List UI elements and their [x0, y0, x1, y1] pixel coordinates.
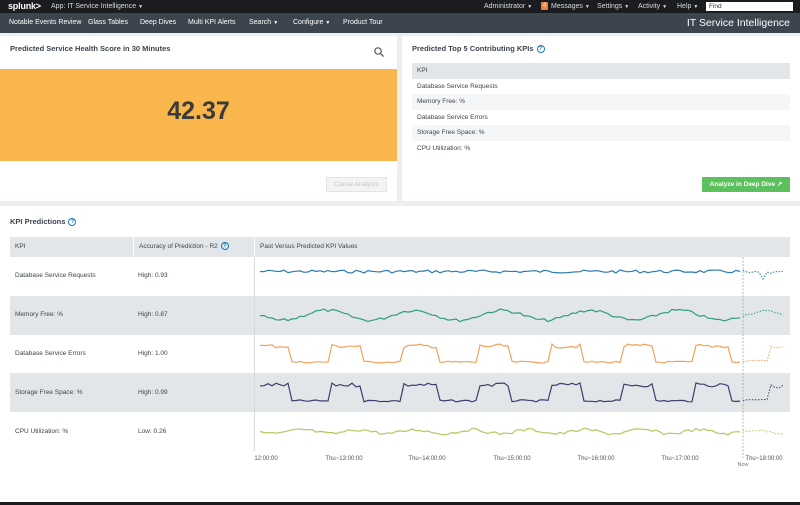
analyze-deep-dive-label: Analyze in Deep Dive: [709, 181, 776, 188]
help-menu-label: Help: [677, 3, 692, 10]
chevron-down-icon: ▼: [138, 4, 144, 10]
accuracy-cell: High: 0.87: [138, 311, 168, 318]
nav-configure-menu[interactable]: Configure ▼: [293, 19, 330, 26]
app-title: IT Service Intelligence: [686, 17, 790, 29]
x-axis-tick: 12:00:00: [254, 456, 278, 462]
past-values-line: [259, 269, 741, 274]
predicted-values-line: [742, 269, 784, 281]
accuracy-cell: High: 0.99: [138, 389, 168, 396]
kpi-predictions-title: KPI Predictions?: [10, 217, 77, 227]
help-icon[interactable]: ?: [536, 45, 545, 54]
admin-menu[interactable]: Administrator ▼: [484, 3, 532, 10]
predicted-values-line: [742, 345, 784, 363]
nav-multi-kpi-alerts[interactable]: Multi KPI Alerts: [188, 19, 236, 26]
help-icon[interactable]: ?: [68, 218, 77, 227]
top-kpis-header: KPI: [412, 63, 790, 79]
top-kpi-item: Database Service Requests: [417, 82, 498, 90]
column-header-accuracy-label: Accuracy of Prediction - R2: [139, 243, 218, 250]
kpi-name-cell: Database Service Requests: [15, 272, 96, 279]
predicted-values-line: [742, 384, 784, 401]
nav-search-label: Search: [249, 19, 272, 26]
accuracy-cell: High: 0.93: [138, 272, 168, 279]
column-divider: [254, 257, 255, 451]
health-score-panel: Predicted Service Health Score in 30 Min…: [0, 36, 397, 201]
external-link-icon: ↗: [776, 181, 783, 188]
app-menu-label: App: IT Service Intelligence: [51, 3, 137, 10]
chevron-down-icon: ▼: [325, 20, 331, 26]
top-kpi-item: CPU Utilization: %: [417, 144, 471, 152]
admin-menu-label: Administrator: [484, 3, 526, 10]
column-header-past-vs-predicted: Past Versus Predicted KPI Values: [254, 237, 790, 257]
table-row: [10, 295, 790, 335]
activity-menu-label: Activity: [638, 3, 661, 10]
top-kpis-title: Predicted Top 5 Contributing KPIs?: [412, 44, 545, 54]
column-header-accuracy: Accuracy of Prediction - R2?: [133, 237, 254, 257]
nav-configure-label: Configure: [293, 19, 324, 26]
help-icon[interactable]: ?: [220, 242, 229, 251]
app-menu[interactable]: App: IT Service Intelligence ▼: [51, 3, 143, 10]
cause-analysis-button[interactable]: Cause Analysis: [326, 177, 387, 192]
top-kpis-title-text: Predicted Top 5 Contributing KPIs: [412, 44, 534, 53]
chevron-down-icon: ▼: [527, 4, 533, 10]
x-axis-tick: Thu~17:00:00: [661, 456, 699, 462]
nav-search-menu[interactable]: Search ▼: [249, 19, 278, 26]
help-menu[interactable]: Help ▼: [677, 3, 698, 10]
column-header-kpi: KPI: [10, 237, 133, 257]
past-values-line: [259, 343, 741, 364]
predicted-values-line: [742, 309, 784, 318]
top-bar: splunk> App: IT Service Intelligence ▼ Ad…: [0, 0, 800, 13]
top-kpi-item: Database Service Errors: [417, 113, 488, 121]
table-row: [10, 257, 790, 296]
find-input[interactable]: Find: [706, 2, 793, 11]
past-values-line: [259, 308, 741, 323]
kpi-name-cell: Storage Free Space: %: [15, 389, 83, 396]
sparkline-chart: [259, 257, 784, 458]
messages-menu-label: Messages: [551, 3, 583, 10]
chevron-down-icon: ▼: [624, 4, 630, 10]
past-values-line: [259, 427, 741, 436]
search-icon[interactable]: [373, 46, 385, 58]
table-row: [10, 334, 790, 374]
chevron-down-icon: ▼: [584, 4, 590, 10]
health-score-tile: 42.37: [0, 69, 397, 161]
analyze-deep-dive-button[interactable]: Analyze in Deep Dive ↗: [702, 177, 790, 192]
accuracy-cell: Low: 0.26: [138, 428, 167, 435]
nav-notable-events-review[interactable]: Notable Events Review: [9, 19, 82, 26]
predicted-values-line: [742, 429, 784, 435]
nav-glass-tables[interactable]: Glass Tables: [88, 19, 128, 26]
chevron-down-icon: ▼: [662, 4, 668, 10]
top-kpis-panel: Predicted Top 5 Contributing KPIs? KPI D…: [402, 36, 800, 201]
x-axis-tick: Thu~15:00:00: [493, 456, 531, 462]
table-row: [10, 373, 790, 413]
messages-count-badge: 4: [541, 2, 548, 10]
settings-menu[interactable]: Settings ▼: [597, 3, 629, 10]
splunk-logo[interactable]: splunk>: [8, 1, 41, 11]
health-score-value: 42.37: [167, 97, 230, 125]
x-axis-tick: Thu~16:00:00: [577, 456, 615, 462]
kpi-predictions-panel: KPI Predictions? KPI Accuracy of Predict…: [0, 206, 800, 505]
kpi-predictions-title-text: KPI Predictions: [10, 217, 66, 226]
chevron-down-icon: ▼: [273, 20, 279, 26]
activity-menu[interactable]: Activity ▼: [638, 3, 667, 10]
bottom-border: [0, 502, 800, 505]
nav-deep-dives[interactable]: Deep Dives: [140, 19, 177, 26]
x-axis-tick: Thu~13:00:00: [325, 456, 363, 462]
past-values-line: [259, 381, 741, 403]
kpi-name-cell: CPU Utilization: %: [15, 428, 69, 435]
x-axis-tick: Thu~18:00:00: [745, 456, 783, 462]
settings-menu-label: Settings: [597, 3, 623, 10]
accuracy-cell: High: 1.00: [138, 350, 168, 357]
top-kpi-item: Storage Free Space: %: [412, 125, 790, 141]
nav-product-tour[interactable]: Product Tour: [343, 19, 383, 26]
app-nav-bar: Notable Events Review Glass Tables Deep …: [0, 13, 800, 33]
top-kpi-item: Memory Free: %: [412, 94, 790, 110]
health-score-title: Predicted Service Health Score in 30 Min…: [10, 44, 171, 53]
chevron-down-icon: ▼: [693, 4, 699, 10]
x-axis-tick: Thu~14:00:00: [408, 456, 446, 462]
kpi-name-cell: Database Service Errors: [15, 350, 86, 357]
messages-menu[interactable]: Messages ▼: [551, 3, 590, 10]
kpi-name-cell: Memory Free: %: [15, 311, 64, 318]
now-marker-label: Now: [737, 462, 749, 468]
